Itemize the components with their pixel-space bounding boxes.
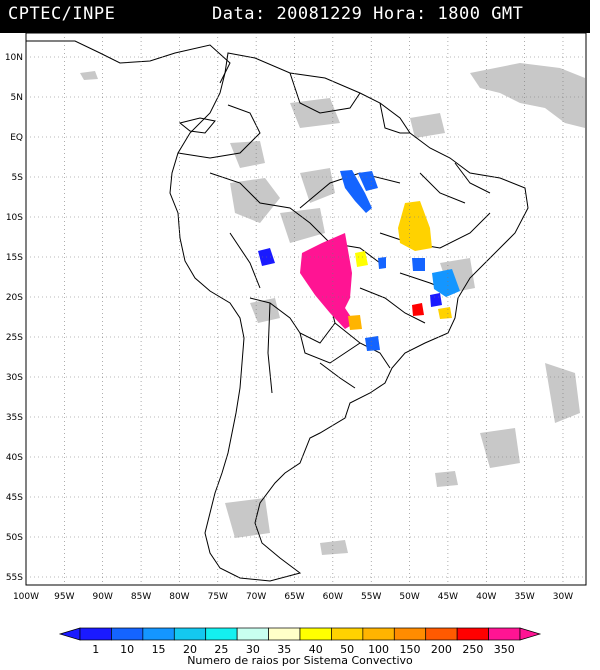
latitude-label: 40S: [6, 453, 23, 463]
latitude-label: 35S: [6, 413, 23, 423]
longitude-label: 60W: [323, 592, 343, 602]
datetime-label: Data: 20081229 Hora: 1800 GMT: [212, 4, 523, 24]
longitude-label: 45W: [438, 592, 458, 602]
colorbar-value: 200: [431, 643, 452, 656]
longitude-label: 90W: [93, 592, 113, 602]
colorbar: 1 10 15 20 25 30 35 40 50 100 150 200 250 350 Numero …: [58, 627, 542, 667]
colorbar-swatch: [425, 627, 458, 641]
longitude-label: 30W: [553, 592, 573, 602]
lat-lon-grid: [26, 33, 586, 585]
latitude-label: 30S: [6, 373, 23, 383]
colorbar-swatch: [331, 627, 364, 641]
latitude-label: 10N: [5, 53, 23, 63]
colorbar-swatch: [79, 627, 112, 641]
latitude-label: 25S: [6, 333, 23, 343]
map-header: CPTEC/INPE Data: 20081229 Hora: 1800 GMT: [0, 0, 590, 33]
longitude-label: 85W: [131, 592, 151, 602]
longitude-label: 65W: [284, 592, 304, 602]
colorbar-swatch: [111, 627, 144, 641]
hour-label: Hora:: [373, 4, 427, 24]
convective-systems: [258, 170, 460, 351]
colorbar-value: 40: [309, 643, 323, 656]
source-label: CPTEC/INPE: [8, 4, 116, 24]
latitude-label: 10S: [6, 213, 23, 223]
colorbar-swatch: [268, 627, 301, 641]
longitude-label: 50W: [399, 592, 419, 602]
colorbar-swatch: [173, 627, 207, 641]
longitude-label: 100W: [13, 592, 39, 602]
longitude-label: 40W: [476, 592, 496, 602]
latitude-label: 5S: [12, 173, 24, 183]
latitude-labels: 10N 5N EQ 5S 10S 15S 20S 25S 30S 35S 40S 45S 50S 55S: [5, 53, 23, 583]
colorbar-left-arrow: [58, 627, 81, 641]
latitude-label: 5N: [11, 93, 23, 103]
colorbar-swatches: [58, 627, 542, 641]
colorbar-value: 20: [183, 643, 197, 656]
colorbar-title: Numero de raios por Sistema Convectivo: [187, 654, 413, 667]
latitude-label: 15S: [6, 253, 23, 263]
colorbar-value: 50: [340, 643, 354, 656]
colorbar-value: 15: [152, 643, 166, 656]
colorbar-swatch: [488, 627, 521, 641]
colorbar-swatch: [456, 627, 489, 641]
colorbar-swatch: [205, 627, 238, 641]
colorbar-right-arrow: [519, 627, 542, 641]
hour-value: 1800 GMT: [437, 4, 524, 24]
longitude-labels: 100W 95W 90W 85W 80W 75W 70W 65W 60W 55W 50W 45W 40W…: [13, 592, 573, 602]
latitude-label: EQ: [10, 133, 23, 143]
longitude-label: 55W: [361, 592, 381, 602]
colorbar-swatch: [299, 627, 332, 641]
colorbar-value: 1: [92, 643, 99, 656]
colorbar-swatch: [142, 627, 175, 641]
longitude-label: 95W: [54, 592, 74, 602]
colorbar-value: 350: [494, 643, 515, 656]
latitude-label: 55S: [6, 573, 23, 583]
colorbar-value: 25: [214, 643, 228, 656]
colorbar-swatch: [362, 627, 395, 641]
lightning-map: 100W 95W 90W 85W 80W 75W 70W 65W 60W 55W 50W 45W 40W…: [5, 33, 587, 602]
colorbar-swatch: [393, 627, 427, 641]
longitude-label: 75W: [208, 592, 228, 602]
colorbar-value: 30: [246, 643, 260, 656]
colorbar-value: 150: [400, 643, 421, 656]
longitude-label: 35W: [514, 592, 534, 602]
latitude-label: 20S: [6, 293, 23, 303]
colorbar-values: 1 10 15 20 25 30 35 40 50 100 150 200 250 350: [92, 643, 515, 656]
date-value: 20081229: [276, 4, 363, 24]
latitude-label: 45S: [6, 493, 23, 503]
colorbar-value: 35: [277, 643, 291, 656]
colorbar-value: 250: [462, 643, 483, 656]
longitude-label: 80W: [169, 592, 189, 602]
colorbar-value: 100: [368, 643, 389, 656]
longitude-label: 70W: [246, 592, 266, 602]
latitude-label: 50S: [6, 533, 23, 543]
colorbar-value: 10: [120, 643, 134, 656]
colorbar-swatch: [236, 627, 269, 641]
date-label: Data:: [212, 4, 266, 24]
